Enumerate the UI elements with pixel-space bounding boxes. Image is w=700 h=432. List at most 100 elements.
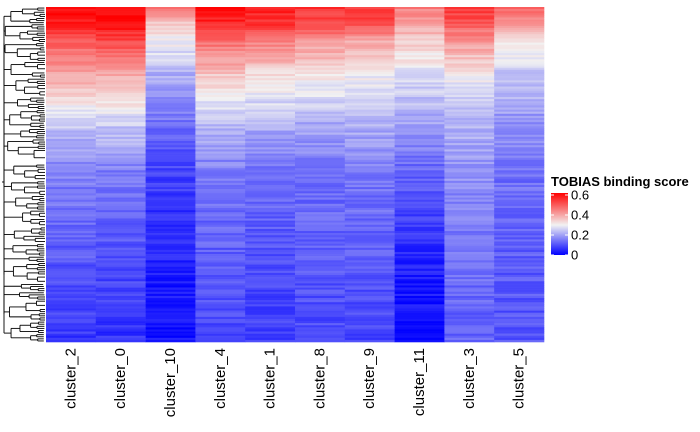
heatmap-cell: [195, 262, 246, 265]
heatmap-cell: [145, 15, 196, 18]
heatmap-cell: [295, 130, 346, 133]
heatmap-cell: [95, 172, 146, 175]
heatmap-cell: [344, 182, 395, 186]
heatmap-cell: [245, 44, 296, 48]
heatmap-cell: [344, 199, 395, 203]
heatmap-cell: [494, 212, 545, 215]
heatmap-cell: [195, 159, 246, 163]
heatmap-cell: [394, 243, 445, 246]
heatmap-cell: [394, 141, 445, 144]
heatmap-cell: [195, 241, 246, 244]
heatmap-cell: [394, 23, 445, 27]
heatmap-cell: [46, 224, 97, 228]
heatmap-cell: [195, 67, 246, 71]
heatmap-cell: [344, 184, 395, 188]
heatmap-cell: [344, 222, 395, 226]
heatmap-cell: [344, 53, 395, 56]
color-legend: TOBIAS binding score 00.20.40.6: [551, 174, 689, 263]
heatmap-cell: [95, 270, 146, 274]
heatmap-cell: [295, 222, 346, 226]
heatmap-cell: [494, 46, 545, 50]
heatmap-cell: [95, 48, 146, 52]
heatmap-cell: [46, 237, 97, 240]
heatmap-cell: [394, 34, 445, 37]
heatmap-cell: [444, 212, 495, 215]
heatmap-cell: [344, 159, 395, 163]
heatmap-cell: [494, 42, 545, 45]
heatmap-cell: [295, 19, 346, 22]
heatmap-cell: [145, 76, 196, 79]
heatmap-cell: [46, 249, 97, 253]
heatmap-cell: [195, 178, 246, 182]
heatmap-cell: [444, 151, 495, 154]
heatmap-cell: [245, 323, 296, 326]
heatmap-cell: [195, 161, 246, 165]
heatmap-cell: [344, 245, 395, 249]
heatmap-cell: [46, 27, 97, 31]
heatmap-cell: [46, 9, 97, 12]
heatmap-cell: [95, 153, 146, 156]
heatmap-cell: [145, 48, 196, 52]
heatmap-cell: [494, 27, 545, 31]
heatmap-cell: [46, 321, 97, 324]
heatmap-cell: [444, 293, 495, 297]
heatmap-cell: [344, 277, 395, 280]
heatmap-cell: [46, 228, 97, 232]
heatmap-cell: [344, 141, 395, 144]
heatmap-cell: [394, 210, 445, 213]
heatmap-cell: [95, 239, 146, 242]
heatmap-cell: [145, 258, 196, 261]
heatmap-cell: [295, 287, 346, 290]
heatmap-cell: [95, 335, 146, 339]
heatmap-cell: [494, 199, 545, 203]
heatmap-cell: [46, 170, 97, 173]
heatmap-cell: [46, 143, 97, 146]
heatmap-cell: [444, 233, 495, 236]
heatmap-cell: [145, 124, 196, 127]
heatmap-cell: [394, 61, 445, 64]
heatmap-cell: [444, 103, 495, 106]
heatmap-cell: [494, 57, 545, 60]
heatmap-cell: [494, 155, 545, 159]
heatmap-cell: [145, 222, 196, 226]
heatmap-cell: [295, 331, 346, 334]
heatmap-cell: [344, 46, 395, 50]
heatmap-cell: [444, 312, 495, 316]
heatmap-cell: [444, 277, 495, 280]
heatmap-cell: [46, 145, 97, 148]
heatmap-cell: [394, 295, 445, 299]
heatmap-cell: [444, 310, 495, 313]
heatmap-cell: [245, 220, 296, 223]
heatmap-cell: [344, 151, 395, 154]
heatmap-cell: [295, 48, 346, 52]
heatmap-cell: [394, 151, 445, 154]
heatmap-cell: [95, 218, 146, 221]
heatmap-cell: [95, 34, 146, 37]
heatmap-cell: [46, 99, 97, 102]
heatmap-cell: [195, 80, 246, 83]
heatmap-cell: [95, 193, 146, 196]
column-label: cluster_5: [511, 348, 528, 409]
heatmap-cell: [95, 46, 146, 50]
heatmap-cell: [245, 264, 296, 267]
heatmap-cell: [145, 275, 196, 278]
heatmap-cell: [145, 260, 196, 263]
heatmap-cell: [95, 50, 146, 54]
heatmap-cell: [344, 76, 395, 79]
heatmap-cell: [494, 74, 545, 77]
heatmap-cell: [494, 224, 545, 228]
heatmap-cell: [95, 122, 146, 125]
heatmap-cell: [444, 337, 495, 341]
heatmap-cell: [46, 241, 97, 244]
heatmap-cell: [344, 237, 395, 240]
heatmap-cell: [344, 103, 395, 106]
heatmap-cell: [195, 281, 246, 284]
heatmap-cell: [95, 76, 146, 79]
heatmap-cell: [394, 293, 445, 297]
heatmap-cell: [494, 182, 545, 186]
heatmap-cell: [245, 327, 296, 330]
heatmap-cell: [494, 180, 545, 184]
heatmap-cell: [46, 53, 97, 56]
heatmap-cell: [394, 304, 445, 307]
heatmap-cell: [444, 203, 495, 207]
